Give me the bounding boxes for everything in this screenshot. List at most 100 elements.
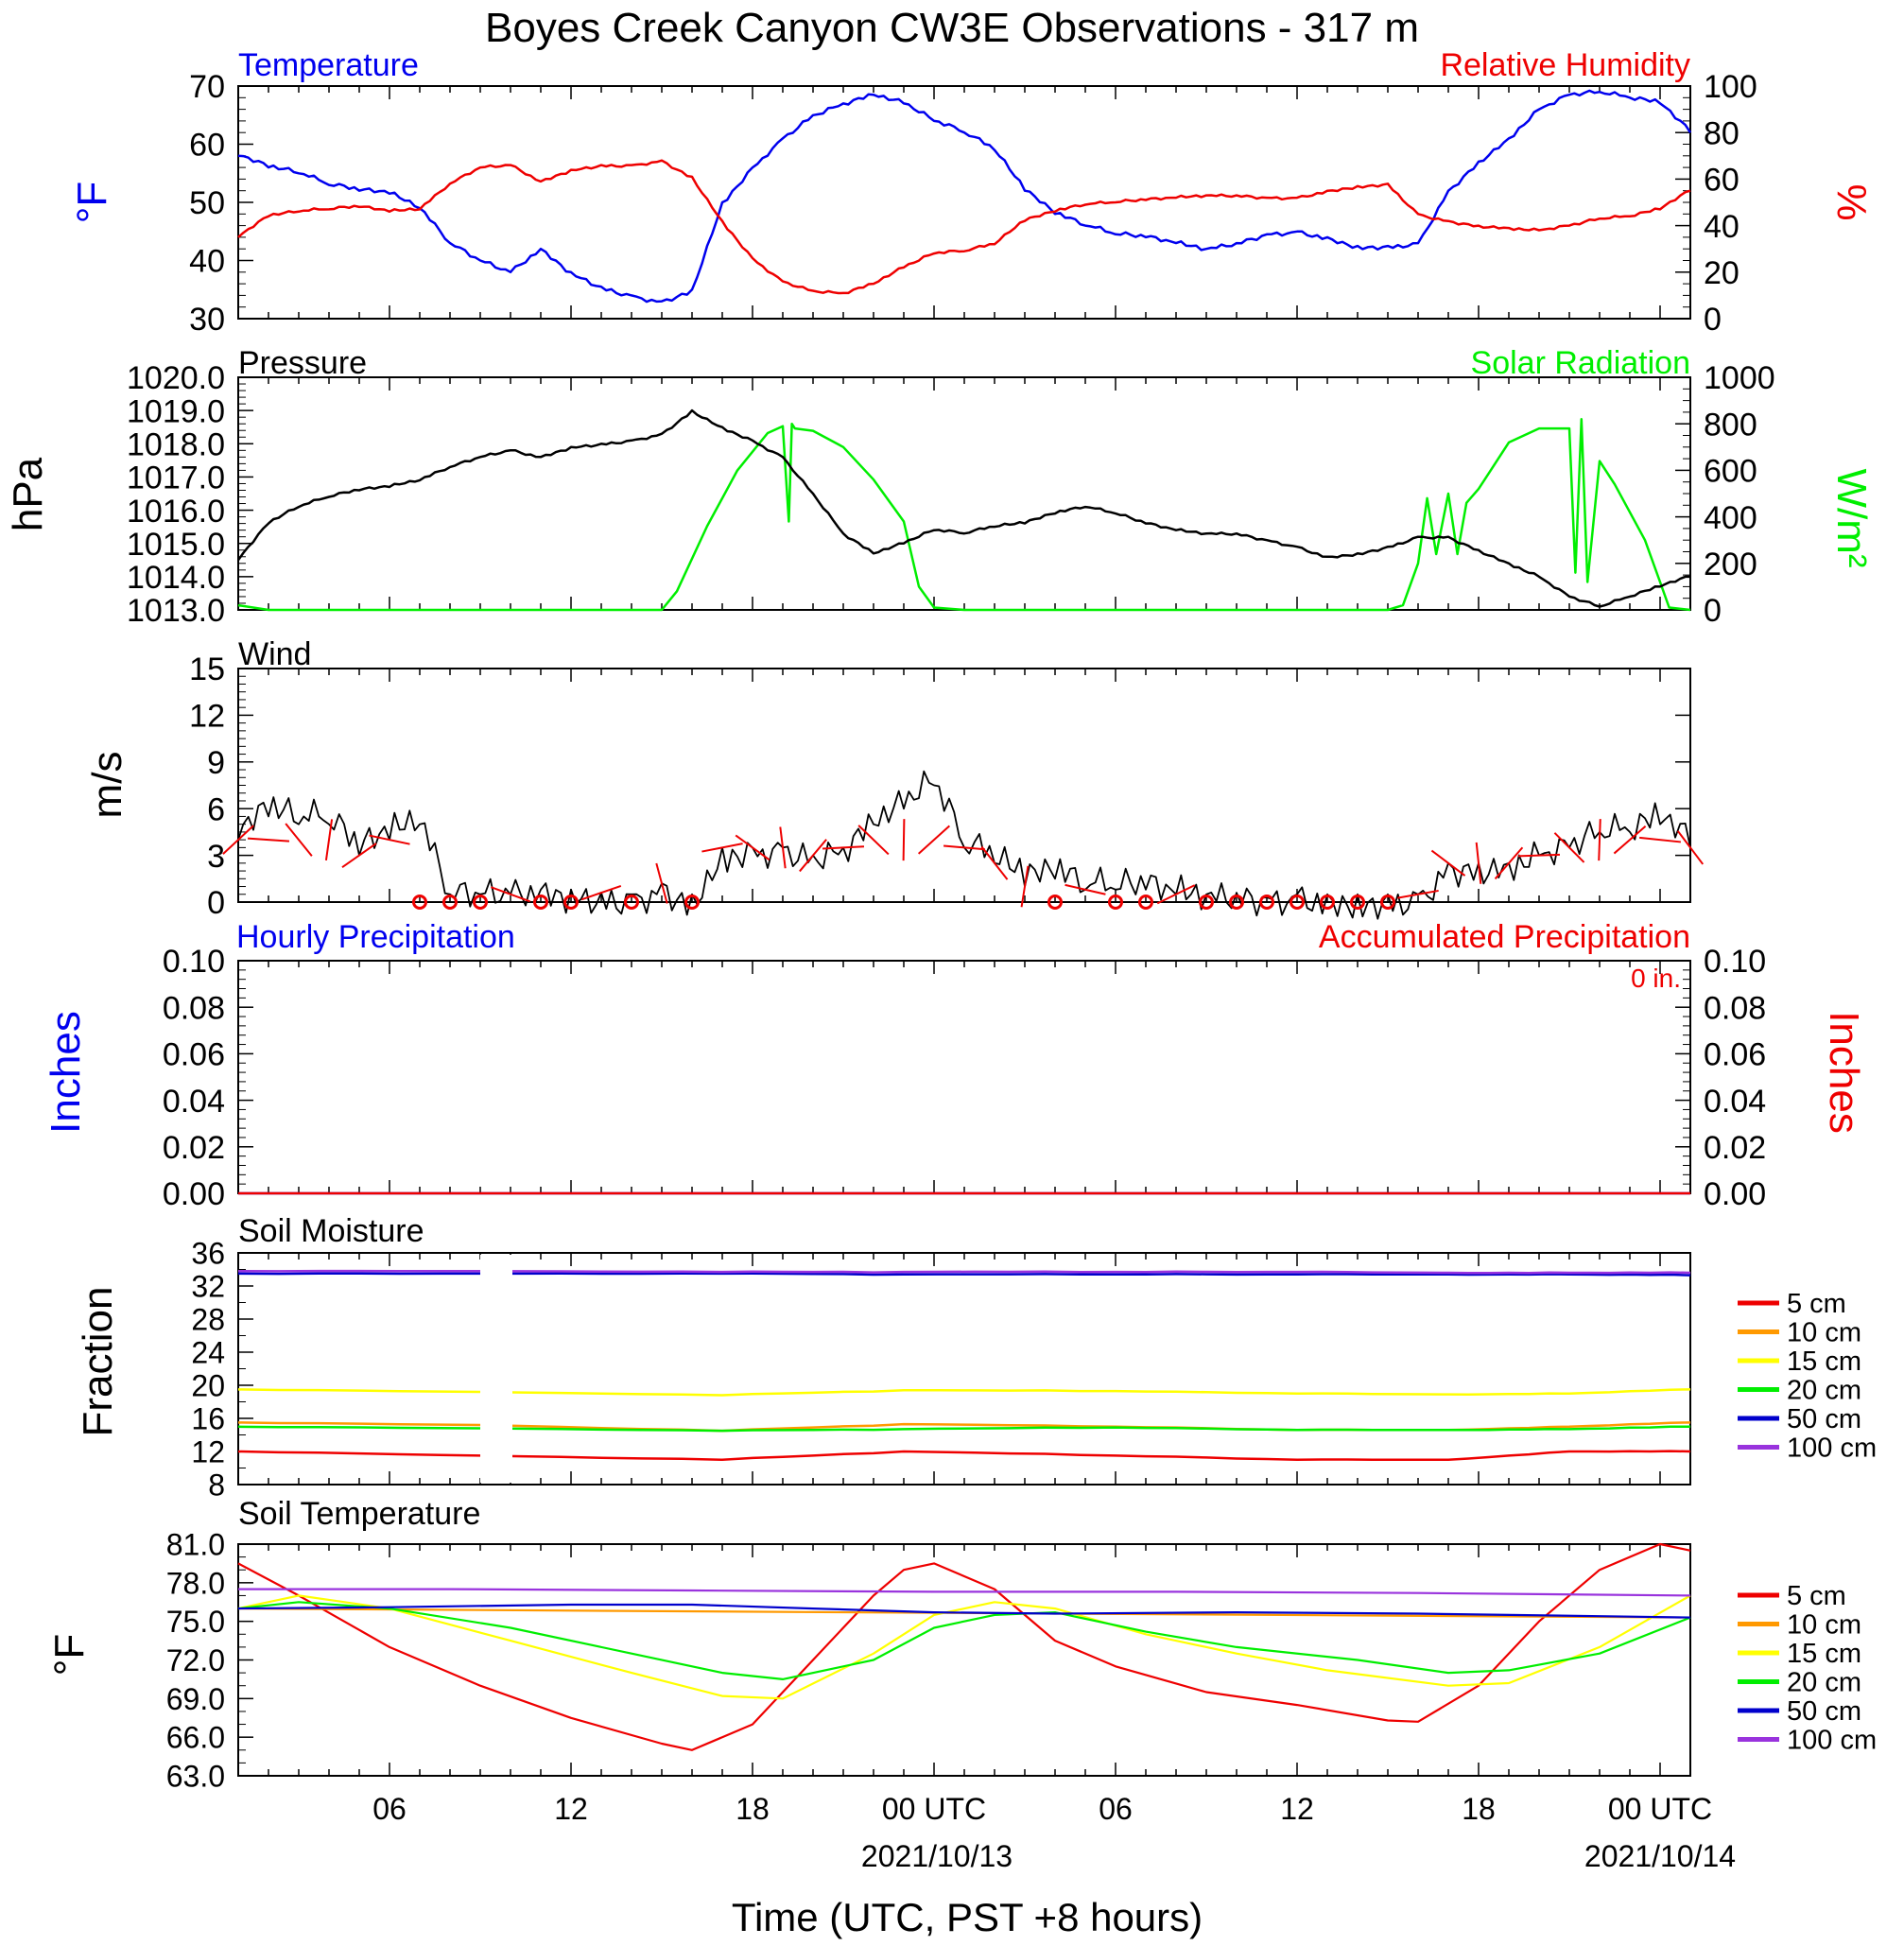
pressure-unit-label: hPa	[5, 457, 51, 531]
calm-wind-marker	[1380, 895, 1395, 910]
left-tick-label: 66.0	[166, 1721, 225, 1755]
left-tick-label: 30	[189, 302, 225, 338]
right-tick-label: 0.02	[1704, 1130, 1766, 1166]
wind-barb	[1494, 846, 1524, 880]
pressure-solar-panel: Pressure Solar Radiation hPa W/m² 1020.0…	[5, 345, 1875, 629]
right-tick-label: 200	[1704, 547, 1757, 582]
wind-barb	[701, 843, 743, 853]
left-tick-label: 72.0	[166, 1643, 225, 1677]
date-label-2: 2021/10/14	[1584, 1839, 1736, 1873]
left-tick-label: 1015.0	[127, 527, 225, 563]
right-tick-label: 40	[1704, 209, 1740, 245]
left-tick-label: 1019.0	[127, 393, 225, 429]
soil-temperature-50cm-line	[237, 1603, 1691, 1619]
solar-tick-labels: 1000 800 600 400 200 0	[1675, 360, 1775, 629]
left-tick-label: 12	[189, 699, 225, 735]
humidity-series-line	[237, 159, 1691, 295]
wind-barb	[1397, 889, 1439, 899]
left-tick-label: 75.0	[166, 1605, 225, 1639]
wind-barb	[917, 825, 951, 855]
left-tick-label: 0	[207, 885, 225, 921]
time-tick-label: 06	[372, 1792, 407, 1826]
soil-moisture-15cm-line	[237, 1388, 1691, 1397]
wind-barb	[580, 885, 622, 901]
left-tick-label: 70	[189, 69, 225, 105]
left-tick-label: 50	[189, 185, 225, 221]
time-tick-label: 18	[1462, 1792, 1496, 1826]
right-tick-label: 0.04	[1704, 1084, 1766, 1120]
wind-barb	[779, 826, 787, 869]
calm-wind-marker	[684, 895, 700, 910]
left-tick-label: 3	[207, 839, 225, 875]
soil-moisture-50cm-line	[237, 1272, 1691, 1277]
soil-temperature-20cm-line	[237, 1601, 1691, 1680]
wind-barb	[1475, 842, 1482, 884]
wind-tick-labels: 15 12 9 6 3 0	[189, 652, 253, 921]
soil-moisture-frame	[237, 1252, 1691, 1486]
wind-barb	[1517, 853, 1561, 858]
wind-barb	[285, 823, 313, 857]
right-tick-label: 100	[1704, 69, 1757, 105]
right-tick-label: 1000	[1704, 360, 1775, 396]
left-tick-label: 28	[191, 1303, 225, 1337]
left-tick-label: 12	[191, 1435, 225, 1469]
wind-barb	[980, 845, 1009, 880]
right-tick-label: 800	[1704, 407, 1757, 443]
wind-barb	[490, 886, 531, 903]
soil-temperature-plot-area	[237, 1542, 1691, 1777]
left-tick-label: 9	[207, 745, 225, 781]
temperature-title: Temperature	[238, 47, 419, 83]
wind-unit-label: m/s	[84, 752, 130, 819]
wind-barb	[247, 837, 290, 843]
data-gap	[480, 1255, 512, 1483]
legend-label: 15 cm	[1787, 1639, 1861, 1669]
legend-label: 5 cm	[1787, 1581, 1846, 1611]
precip-left-unit-label: Inches	[43, 1011, 89, 1134]
time-tick-label: 18	[736, 1792, 770, 1826]
pressure-solar-frame	[237, 376, 1691, 611]
soil-temperature-tick-labels: 81.0 78.0 75.0 72.0 69.0 66.0 63.0	[166, 1528, 253, 1794]
pressure-series-line	[236, 408, 1690, 608]
left-tick-label: 0.04	[163, 1084, 225, 1120]
legend-label: 10 cm	[1787, 1610, 1861, 1641]
left-tick-label: 1018.0	[127, 427, 225, 463]
left-tick-label: 24	[191, 1336, 225, 1370]
left-tick-label: 69.0	[166, 1682, 225, 1716]
right-tick-label: 0	[1704, 593, 1722, 629]
hourly-precip-title: Hourly Precipitation	[236, 919, 515, 955]
precip-frame	[237, 960, 1691, 1194]
accumulated-precip-title: Accumulated Precipitation	[1319, 919, 1690, 955]
temperature-series-line	[237, 89, 1692, 304]
soil-temperature-100cm-line	[238, 1588, 1691, 1597]
wind-barb	[799, 839, 827, 873]
soil-temperature-panel: Soil Temperature °F 81.0 78.0 75.0 72.0 69.0…	[46, 1496, 1877, 1794]
wind-barb	[902, 819, 906, 861]
left-tick-label: 60	[189, 128, 225, 164]
precip-right-tick-labels: 0.10 0.08 0.06 0.04 0.02 0.00	[1675, 944, 1766, 1212]
wind-barb	[822, 845, 865, 850]
precip-right-unit-label: Inches	[1821, 1011, 1867, 1134]
right-tick-label: 60	[1704, 163, 1740, 199]
precip-panel: Hourly Precipitation Accumulated Precipi…	[43, 919, 1867, 1212]
accumulated-precip-annotation: 0 in.	[1631, 964, 1681, 993]
right-tick-label: 0.06	[1704, 1037, 1766, 1073]
wind-barb	[1598, 819, 1601, 861]
soil-moisture-100cm-line	[237, 1269, 1691, 1275]
wind-frame	[237, 668, 1691, 903]
right-tick-label: 400	[1704, 500, 1757, 536]
solar-radiation-title: Solar Radiation	[1471, 345, 1690, 381]
time-tick-label: 00 UTC	[882, 1792, 986, 1826]
calm-wind-marker	[533, 895, 548, 910]
left-tick-label: 0.10	[163, 944, 225, 980]
right-tick-label: 0	[1704, 302, 1722, 338]
wind-barb	[1613, 825, 1647, 855]
right-tick-label: 20	[1704, 255, 1740, 291]
left-tick-label: 1014.0	[127, 560, 225, 596]
calm-wind-marker	[563, 895, 579, 910]
left-tick-label: 40	[189, 244, 225, 280]
left-tick-label: 0.08	[163, 990, 225, 1026]
right-tick-label: 80	[1704, 115, 1740, 151]
solar-unit-label: W/m²	[1828, 468, 1875, 567]
left-tick-label: 78.0	[166, 1566, 225, 1600]
